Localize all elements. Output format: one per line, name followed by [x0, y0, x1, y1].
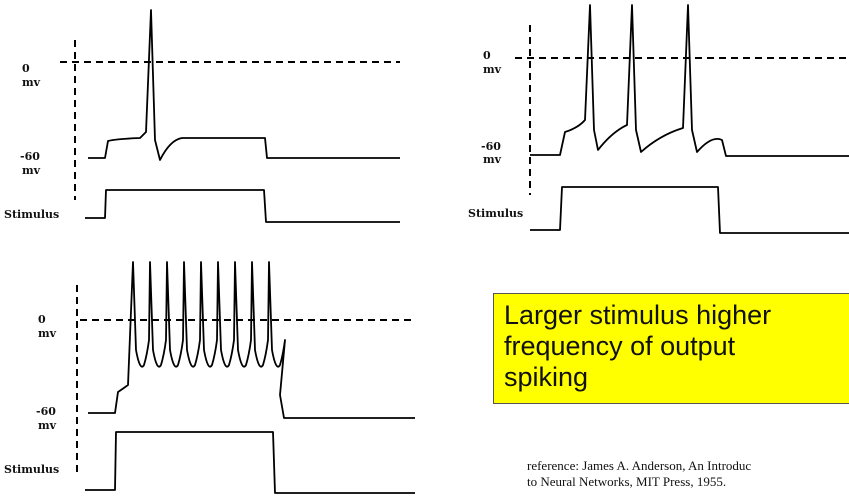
- label: -60: [36, 405, 56, 418]
- stimulus-trace: [530, 186, 849, 234]
- panel-1: 0 mv -60 mv Stimulus: [4, 9, 400, 223]
- label: 0: [483, 49, 491, 62]
- stimulus-trace: [85, 431, 415, 494]
- label: -60: [20, 150, 40, 163]
- callout-line: spiking: [504, 362, 589, 392]
- label: Stimulus: [4, 463, 59, 476]
- label: mv: [22, 164, 41, 177]
- trace: [88, 261, 415, 419]
- trace: [530, 4, 849, 157]
- label: mv: [38, 327, 57, 340]
- label: -60: [481, 140, 501, 153]
- callout: Larger stimulus higher frequency of outp…: [493, 293, 849, 404]
- reference: reference: James A. Anderson, An Introdu…: [527, 458, 849, 490]
- label: mv: [22, 76, 41, 89]
- label: 0: [22, 62, 30, 75]
- callout-line: frequency of output: [504, 331, 736, 361]
- panel-3: 0 mv -60 mv Stimulus: [4, 261, 415, 494]
- label: Stimulus: [468, 207, 523, 220]
- panel-2: 0 mv -60 mv Stimulus: [468, 4, 849, 234]
- reference-line: reference: James A. Anderson, An Introdu…: [527, 458, 752, 473]
- callout-line: Larger stimulus higher: [504, 300, 772, 330]
- reference-line: to Neural Networks, MIT Press, 1955.: [527, 474, 727, 489]
- label: mv: [38, 419, 57, 432]
- trace: [88, 9, 400, 161]
- label: Stimulus: [4, 208, 59, 221]
- stimulus-trace: [85, 189, 400, 223]
- label: mv: [483, 63, 502, 76]
- label: 0: [38, 313, 46, 326]
- label: mv: [483, 153, 502, 166]
